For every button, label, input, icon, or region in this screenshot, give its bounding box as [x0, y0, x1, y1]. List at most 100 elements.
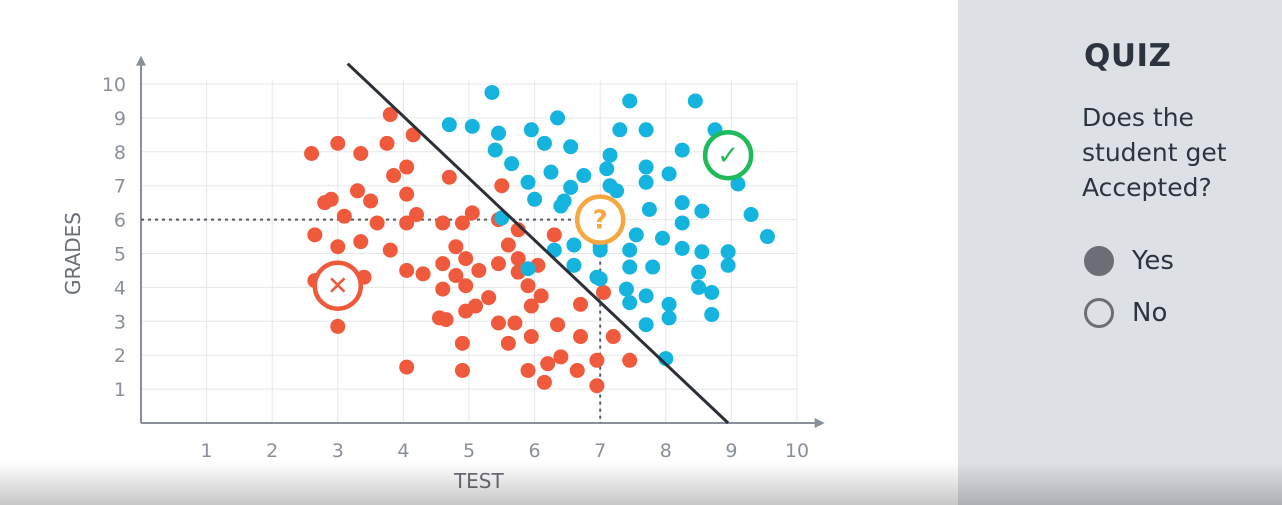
accepted-point [520, 261, 536, 277]
rejected-point [438, 312, 454, 328]
rejected-point [330, 318, 346, 334]
accepted-point [674, 142, 690, 158]
accepted-point [464, 118, 480, 134]
accepted-point [691, 264, 707, 280]
rejected-point [307, 227, 323, 243]
rejected-point [353, 234, 369, 250]
rejected-point [589, 378, 605, 394]
chart-svg: 1 2 3 4 5 6 7 8 9 10 1 2 3 4 5 6 7 8 9 10 TEST GRADES ? ✓ ✕ [61, 55, 825, 493]
rejected-point [382, 107, 398, 123]
rejected-point [481, 290, 497, 306]
rejected-point [507, 315, 523, 331]
y-axis-arrow [136, 55, 146, 66]
accepted-point [491, 125, 507, 141]
y-tick-label: 3 [114, 311, 126, 333]
option-yes[interactable]: Yes [1084, 246, 1174, 276]
rejected-point [435, 215, 451, 231]
radio-yes-selected[interactable] [1084, 246, 1114, 276]
accepted-point [602, 147, 618, 163]
rejected-point [349, 183, 365, 199]
radio-no[interactable] [1084, 298, 1114, 328]
y-tick-label: 4 [114, 277, 126, 299]
y-tick-label: 1 [114, 379, 126, 401]
accepted-point [504, 156, 520, 172]
rejected-point [494, 178, 510, 194]
rejected-point [500, 237, 516, 253]
rejected-point [454, 335, 470, 351]
rejected-point [573, 329, 589, 345]
rejected-point [353, 145, 369, 161]
accepted-point [527, 191, 543, 207]
accepted-point [720, 257, 736, 273]
accepted-point [638, 159, 654, 175]
rejected-point [415, 266, 431, 282]
x-tick-label: 5 [463, 440, 475, 462]
x-tick-label: 10 [785, 440, 809, 462]
y-tick-label: 2 [114, 345, 126, 367]
marker-symbol: ✕ [327, 272, 349, 302]
rejected-point [605, 329, 621, 345]
marker-symbol: ✓ [717, 141, 739, 171]
accepted-point [661, 166, 677, 182]
option-no[interactable]: No [1084, 298, 1167, 328]
marker-ring [702, 129, 754, 181]
rejected-point [369, 215, 385, 231]
accepted-point [704, 307, 720, 323]
accepted-point [441, 117, 457, 133]
accepted-point [589, 269, 605, 285]
rejected-point [330, 239, 346, 255]
accepted-point [563, 179, 579, 195]
y-tick-label: 10 [102, 74, 126, 96]
rejected-point [448, 239, 464, 255]
rejected-point [546, 227, 562, 243]
y-tick-label: 5 [114, 244, 126, 266]
x-tick-label: 3 [332, 440, 344, 462]
accepted-point [543, 164, 559, 180]
accepted-point [641, 201, 657, 217]
rejected-point [569, 362, 585, 378]
accepted-point [599, 161, 615, 177]
rejected-point [399, 215, 415, 231]
accepted-point [609, 183, 625, 199]
accepted-point [487, 142, 503, 158]
rejected-point [330, 135, 346, 151]
accepted-point [484, 84, 500, 100]
rejected-point [379, 135, 395, 151]
rejected-point [471, 262, 487, 278]
accepted-point [638, 317, 654, 333]
accepted-point [694, 203, 710, 219]
quiz-question: Does the student get Accepted? [1082, 103, 1227, 202]
rejected-point [409, 207, 425, 223]
x-tick-label: 2 [266, 440, 278, 462]
rejected-point [363, 193, 379, 209]
rejected-point [399, 159, 415, 175]
x-tick-label: 8 [660, 440, 672, 462]
decision-boundary-line [346, 62, 730, 425]
rejected-point [382, 242, 398, 258]
option-yes-label: Yes [1132, 246, 1174, 276]
rejected-point [589, 352, 605, 368]
y-tick-label: 8 [114, 142, 126, 164]
x-tick-label: 1 [201, 440, 213, 462]
rejected-point [520, 362, 536, 378]
accepted-point [720, 244, 736, 260]
quiz-title: QUIZ [1084, 38, 1172, 74]
x-tick-label: 9 [725, 440, 737, 462]
rejected-point [458, 278, 474, 294]
accepted-point [536, 135, 552, 151]
x-axis-label: TEST [453, 469, 505, 493]
accepted-point [691, 279, 707, 295]
accepted-point [687, 93, 703, 109]
rejected-point [336, 208, 352, 224]
accepted-point [550, 110, 566, 126]
accepted-point [622, 242, 638, 258]
y-tick-label: 7 [114, 176, 126, 198]
accepted-point [645, 259, 661, 275]
rejected-point [454, 362, 470, 378]
accepted-point [576, 168, 592, 184]
accepted-point [622, 295, 638, 311]
option-no-label: No [1132, 298, 1168, 328]
x-axis-arrow [814, 418, 825, 428]
rejected-point [536, 374, 552, 390]
rejected-point [533, 288, 549, 304]
